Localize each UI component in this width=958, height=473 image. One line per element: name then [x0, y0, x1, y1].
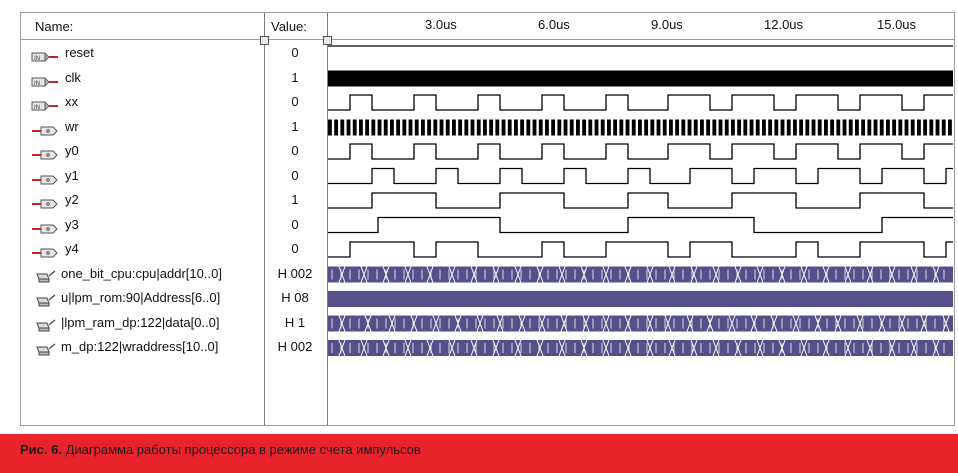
time-tick-label: 12.0us	[764, 17, 804, 32]
signal-row[interactable]: u|lpm_rom:90|Address[6..0] H 08	[21, 287, 327, 311]
signal-name: y0	[65, 143, 79, 158]
signal-value: 0	[291, 241, 299, 256]
svg-text:IN: IN	[34, 56, 40, 62]
bus-trace	[328, 266, 953, 283]
signal-row[interactable]: IN clk 1	[21, 67, 327, 91]
signal-name: wr	[65, 118, 79, 134]
signal-row[interactable]: IN reset 0	[21, 42, 327, 66]
svg-text:IN: IN	[34, 105, 40, 111]
input-pin-icon: IN	[31, 73, 59, 87]
column-resize-handle[interactable]	[323, 36, 332, 45]
signal-value: 0	[291, 143, 299, 158]
caption-bar	[0, 434, 958, 473]
bus-probe-icon	[33, 318, 61, 331]
time-tick-label: 3.0us	[425, 17, 457, 32]
signal-name: y1	[65, 167, 79, 183]
caption-label: Рис. 6.	[20, 442, 62, 457]
output-pin-icon	[31, 195, 59, 209]
signal-name: m_dp:122|wraddress[10..0]	[61, 339, 219, 354]
input-pin-icon: IN	[31, 97, 59, 111]
column-divider	[327, 13, 328, 425]
signal-row[interactable]: IN xx 0	[21, 91, 327, 115]
signal-row[interactable]: y2 1	[21, 189, 327, 213]
figure-caption: Рис. 6. Диаграмма работы процессора в ре…	[20, 442, 421, 457]
output-pin-icon	[31, 220, 59, 233]
signal-value: 1	[291, 118, 299, 134]
waveform-area[interactable]	[328, 40, 953, 424]
signal-row[interactable]: wr 1	[21, 116, 327, 140]
name-column-header: Name:	[35, 19, 74, 34]
waveform-trace	[328, 291, 953, 307]
signal-row[interactable]: |lpm_ram_dp:122|data[0..0] H 1	[21, 312, 327, 336]
time-tick-label: 9.0us	[651, 17, 683, 32]
signal-row[interactable]: m_dp:122|wraddress[10..0] H 002	[21, 336, 327, 360]
signal-name: one_bit_cpu:cpu|addr[10..0]	[61, 265, 222, 281]
signal-name: reset	[65, 45, 94, 60]
signal-row[interactable]: y3 0	[21, 214, 327, 238]
waveform-trace	[328, 192, 953, 209]
signal-row[interactable]: y4 0	[21, 238, 327, 262]
signal-value: 0	[291, 167, 299, 183]
signal-row[interactable]: one_bit_cpu:cpu|addr[10..0] H 002	[21, 263, 327, 287]
output-pin-icon	[31, 146, 59, 160]
time-tick-label: 6.0us	[538, 17, 570, 32]
signal-name: y2	[65, 192, 79, 207]
time-tick-label: 15.0us	[877, 17, 917, 32]
signal-value: 0	[291, 45, 299, 60]
signal-row[interactable]: y1 0	[21, 165, 327, 189]
output-pin-icon	[31, 244, 59, 258]
output-pin-icon	[31, 122, 59, 135]
waveform-trace	[328, 143, 953, 160]
header-separator	[21, 39, 954, 40]
waveform-trace	[328, 241, 953, 258]
signal-value: H 08	[281, 290, 309, 305]
waveform-trace	[328, 216, 953, 234]
caption-text: Диаграмма работы процессора в режиме сче…	[61, 442, 421, 457]
signal-name: xx	[65, 94, 78, 109]
bus-trace	[328, 339, 953, 357]
signal-value: 0	[291, 94, 299, 109]
signal-value: 0	[291, 216, 299, 232]
signal-value: H 002	[277, 339, 313, 354]
value-column-header: Value:	[271, 19, 307, 34]
waveform-trace	[328, 167, 953, 185]
signal-row[interactable]: y0 0	[21, 140, 327, 164]
signal-name: |lpm_ram_dp:122|data[0..0]	[61, 314, 220, 330]
signal-name: y4	[65, 241, 79, 256]
signal-value: H 002	[277, 265, 313, 281]
bus-trace	[328, 315, 953, 332]
input-pin-icon: IN	[31, 48, 59, 62]
bus-probe-icon	[33, 293, 61, 307]
signal-value: 1	[291, 192, 299, 207]
signal-value: 1	[291, 69, 299, 85]
signal-name: u|lpm_rom:90|Address[6..0]	[61, 290, 221, 305]
signal-value: H 1	[284, 314, 306, 330]
bus-probe-icon	[33, 342, 61, 356]
column-divider	[264, 13, 265, 425]
waveform-viewer: Name: Value: 3.0us 6.0us 9.0us 12.0us 15.0us…	[20, 12, 955, 426]
bus-probe-icon	[33, 269, 61, 282]
svg-text:IN: IN	[34, 81, 40, 87]
signal-name: y3	[65, 216, 79, 232]
signal-name: clk	[65, 69, 81, 85]
column-resize-handle[interactable]	[260, 36, 269, 45]
waveform-trace	[328, 94, 953, 111]
output-pin-icon	[31, 171, 59, 184]
waveform-trace	[328, 119, 952, 136]
waveform-trace	[328, 70, 953, 87]
